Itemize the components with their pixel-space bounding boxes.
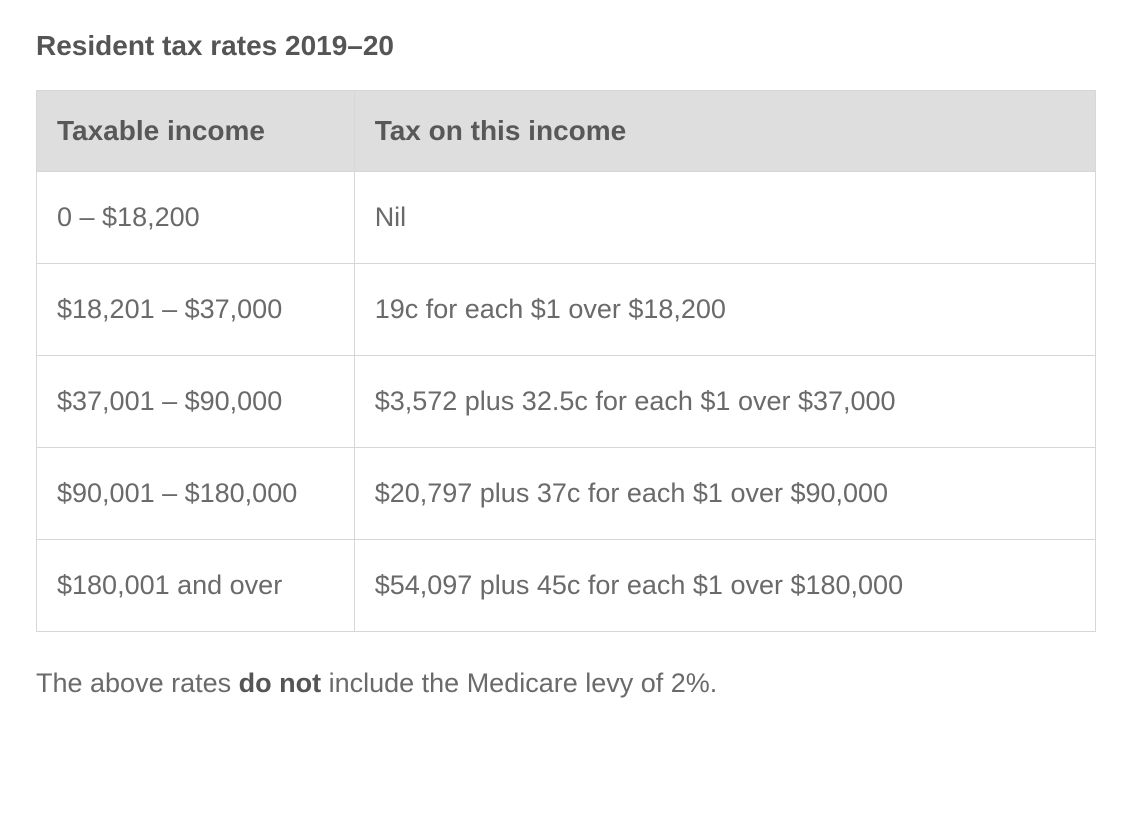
- column-header-tax-on-income: Tax on this income: [354, 91, 1095, 172]
- cell-taxable-income: $180,001 and over: [37, 540, 355, 632]
- cell-tax-on-income: Nil: [354, 172, 1095, 264]
- cell-taxable-income: 0 – $18,200: [37, 172, 355, 264]
- cell-tax-on-income: $3,572 plus 32.5c for each $1 over $37,0…: [354, 356, 1095, 448]
- cell-taxable-income: $90,001 – $180,000: [37, 448, 355, 540]
- cell-taxable-income: $37,001 – $90,000: [37, 356, 355, 448]
- cell-tax-on-income: $20,797 plus 37c for each $1 over $90,00…: [354, 448, 1095, 540]
- page-title: Resident tax rates 2019–20: [36, 30, 1096, 62]
- footnote-prefix: The above rates: [36, 668, 239, 698]
- table-header-row: Taxable income Tax on this income: [37, 91, 1096, 172]
- cell-tax-on-income: $54,097 plus 45c for each $1 over $180,0…: [354, 540, 1095, 632]
- cell-tax-on-income: 19c for each $1 over $18,200: [354, 264, 1095, 356]
- table-row: $90,001 – $180,000 $20,797 plus 37c for …: [37, 448, 1096, 540]
- footnote-suffix: include the Medicare levy of 2%.: [321, 668, 717, 698]
- table-row: $37,001 – $90,000 $3,572 plus 32.5c for …: [37, 356, 1096, 448]
- column-header-taxable-income: Taxable income: [37, 91, 355, 172]
- footnote: The above rates do not include the Medic…: [36, 668, 1096, 699]
- footnote-strong: do not: [239, 668, 321, 698]
- table-row: $180,001 and over $54,097 plus 45c for e…: [37, 540, 1096, 632]
- table-row: 0 – $18,200 Nil: [37, 172, 1096, 264]
- tax-rates-table: Taxable income Tax on this income 0 – $1…: [36, 90, 1096, 632]
- cell-taxable-income: $18,201 – $37,000: [37, 264, 355, 356]
- table-row: $18,201 – $37,000 19c for each $1 over $…: [37, 264, 1096, 356]
